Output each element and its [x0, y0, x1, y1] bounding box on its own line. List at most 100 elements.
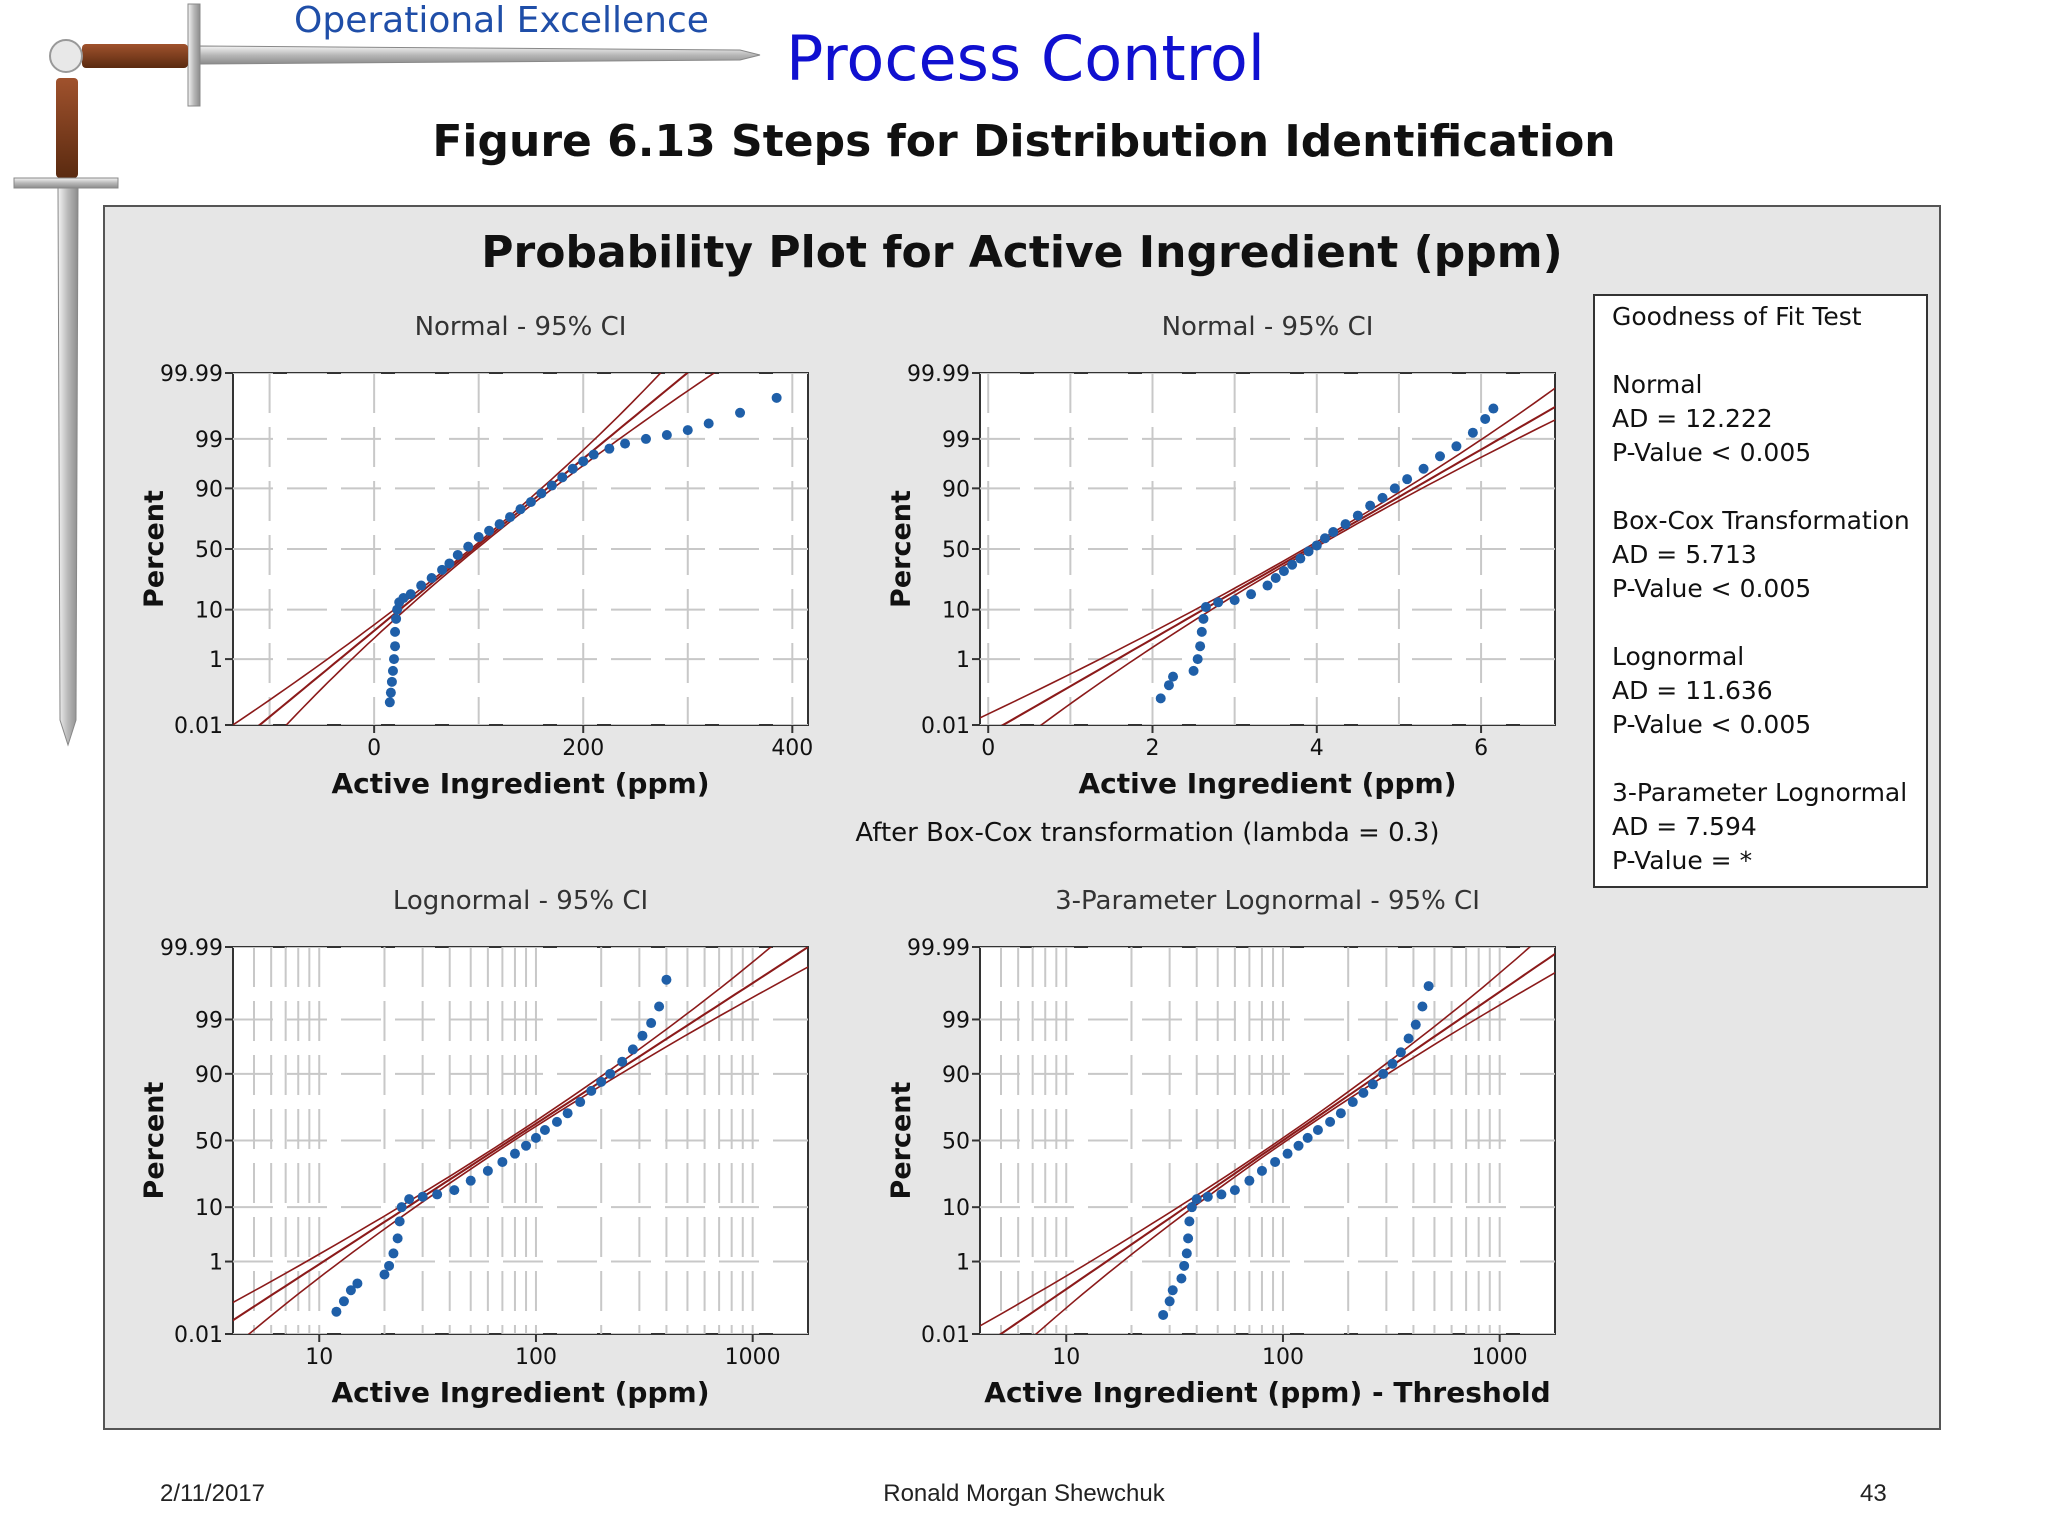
data-point: [463, 541, 474, 552]
x-tick-label: 10: [1052, 1345, 1080, 1370]
legend-box: [1593, 294, 1928, 888]
data-point: [1179, 1260, 1190, 1271]
x-tick-label: 0: [981, 736, 995, 761]
legend-entry-ad: AD = 11.636: [1612, 676, 1773, 705]
data-point: [390, 626, 401, 637]
data-point: [596, 1076, 607, 1087]
data-point: [1196, 626, 1207, 637]
data-point: [1293, 1140, 1304, 1151]
data-point: [1395, 1047, 1406, 1058]
y-tick-label: 90: [195, 477, 223, 502]
data-point: [1270, 1156, 1281, 1167]
data-point: [1158, 1309, 1169, 1320]
data-point: [1410, 1019, 1421, 1030]
y-tick-label: 1: [209, 648, 223, 673]
footer-date: 2/11/2017: [160, 1480, 265, 1507]
data-point: [444, 558, 455, 569]
fit-line: [257, 373, 689, 725]
y-tick-label: 50: [942, 538, 970, 563]
data-point: [515, 504, 526, 515]
plot-content: [980, 947, 1555, 1334]
data-point: [1216, 1189, 1227, 1200]
legend-entry-pvalue: P-Value = *: [1612, 846, 1752, 875]
data-point: [338, 1296, 349, 1307]
data-point: [473, 532, 484, 543]
y-tick-label: 99: [942, 1008, 970, 1033]
data-point: [384, 1260, 395, 1271]
ci-band-line: [980, 947, 1531, 1327]
sword-icon: [13, 3, 761, 747]
data-point: [482, 1165, 493, 1176]
data-point: [1167, 1285, 1178, 1296]
data-point: [387, 665, 398, 676]
data-point: [627, 1044, 638, 1055]
x-tick-label: 100: [1262, 1345, 1304, 1370]
y-tick-label: 90: [195, 1063, 223, 1088]
x-tick-label: 2: [1146, 736, 1160, 761]
data-point: [1347, 1097, 1358, 1108]
data-point: [1183, 1233, 1194, 1244]
data-point: [1213, 597, 1224, 608]
data-point: [1195, 641, 1206, 652]
data-point: [509, 1148, 520, 1159]
y-tick-label: 50: [942, 1130, 970, 1155]
data-point: [735, 407, 746, 418]
data-point: [391, 613, 402, 624]
y-axis-label: Percent: [886, 490, 917, 608]
y-axis-label: Percent: [886, 1081, 917, 1199]
ci-band-line: [247, 966, 808, 1334]
x-tick-label: 0: [367, 736, 381, 761]
data-point: [575, 1097, 586, 1108]
y-tick-label: 99: [195, 428, 223, 453]
panel-note: After Box-Cox transformation (lambda = 0…: [855, 818, 1439, 848]
data-point: [551, 1116, 562, 1127]
x-axis-label: Active Ingredient (ppm): [1079, 767, 1457, 800]
y-tick-label: 50: [195, 538, 223, 563]
data-point: [557, 472, 568, 483]
legend-entry-name: Normal: [1612, 370, 1702, 399]
data-point: [703, 418, 714, 429]
data-point: [405, 589, 416, 600]
data-point: [640, 433, 651, 444]
data-point: [449, 1185, 460, 1196]
data-point: [1164, 1296, 1175, 1307]
legend-entry-name: Lognormal: [1612, 642, 1744, 671]
data-point: [1192, 654, 1203, 665]
data-point: [1200, 602, 1211, 613]
x-tick-label: 10: [305, 1345, 333, 1370]
data-point: [771, 392, 782, 403]
plot-content: [980, 373, 1555, 725]
data-point: [1282, 1148, 1293, 1159]
data-point: [404, 1194, 415, 1205]
data-point: [437, 564, 448, 575]
y-axis-label: Percent: [139, 490, 170, 608]
x-tick-label: 1000: [1472, 1345, 1528, 1370]
data-point: [682, 425, 693, 436]
data-point: [385, 687, 396, 698]
data-point: [426, 573, 437, 584]
legend-entry-pvalue: P-Value < 0.005: [1612, 710, 1811, 739]
data-point: [465, 1175, 476, 1186]
data-point: [588, 449, 599, 460]
data-point: [1303, 546, 1314, 557]
data-point: [1287, 559, 1298, 570]
data-point: [530, 1132, 541, 1143]
data-point: [1256, 1165, 1267, 1176]
data-point: [1365, 500, 1376, 511]
data-point: [497, 1156, 508, 1167]
data-point: [539, 1124, 550, 1135]
y-tick-label: 99.99: [160, 936, 223, 961]
data-point: [1352, 510, 1363, 521]
plot-content: [233, 373, 808, 725]
x-tick-label: 6: [1474, 736, 1488, 761]
data-point: [331, 1306, 342, 1317]
data-point: [388, 1248, 399, 1259]
data-point: [1198, 613, 1209, 624]
data-point: [1202, 1191, 1213, 1202]
data-point: [1312, 1124, 1323, 1135]
panel-subtitle: Normal - 95% CI: [415, 312, 627, 342]
data-point: [654, 1001, 665, 1012]
y-tick-label: 10: [942, 1196, 970, 1221]
ci-band-line: [1034, 971, 1555, 1334]
slide-title: Process Control: [786, 22, 1266, 95]
